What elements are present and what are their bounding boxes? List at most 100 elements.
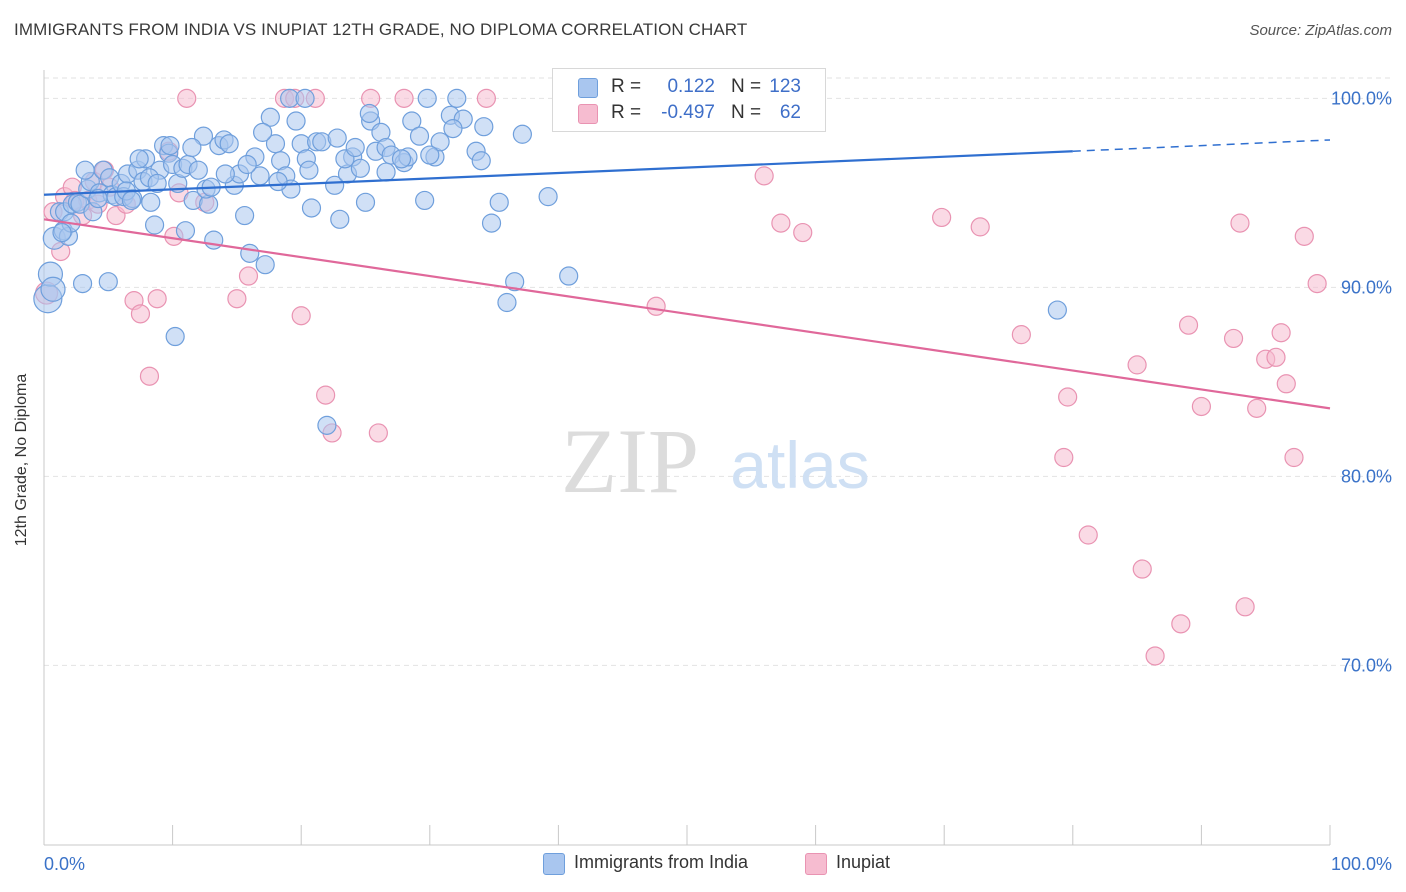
legend-row-india: R = 0.122 N = 123 bbox=[553, 75, 825, 101]
india-point bbox=[182, 137, 202, 158]
india-point bbox=[497, 292, 517, 313]
india-trend-line bbox=[43, 150, 1073, 196]
inupiat-point bbox=[368, 423, 388, 443]
india-point bbox=[474, 117, 494, 137]
inupiat-point bbox=[1078, 525, 1098, 545]
india-point bbox=[188, 160, 208, 180]
x-tick-label: 0.0% bbox=[44, 854, 85, 874]
india-point bbox=[1047, 300, 1067, 320]
india-point bbox=[240, 243, 260, 263]
correlation-legend: R = 0.122 N = 123 R = -0.497 N = 62 bbox=[552, 68, 826, 132]
legend-row-inupiat: R = -0.497 N = 62 bbox=[553, 101, 825, 127]
inupiat-point bbox=[771, 213, 791, 233]
inupiat-point bbox=[1235, 597, 1255, 617]
inupiat-point bbox=[1191, 396, 1212, 417]
india-point bbox=[505, 272, 525, 292]
india-point bbox=[88, 188, 108, 209]
india-point bbox=[327, 128, 347, 148]
inupiat-point bbox=[130, 304, 151, 324]
inupiat-point bbox=[1178, 315, 1199, 335]
india-point bbox=[409, 126, 430, 146]
india-point bbox=[538, 187, 558, 207]
inupiat-point bbox=[177, 88, 197, 108]
inupiat-point bbox=[932, 207, 952, 228]
india-point bbox=[165, 326, 185, 347]
india-points bbox=[33, 88, 1067, 435]
india-point bbox=[286, 111, 306, 131]
inupiat-point bbox=[1276, 374, 1296, 394]
india-point bbox=[301, 198, 322, 218]
inupiat-point bbox=[1058, 387, 1078, 407]
inupiat-point bbox=[1145, 646, 1165, 666]
inupiat-point bbox=[291, 306, 311, 326]
watermark-zip: ZIP bbox=[561, 410, 699, 512]
inupiat-point bbox=[1266, 347, 1286, 367]
y-tick-label: 90.0% bbox=[1341, 277, 1392, 297]
inupiat-point bbox=[1127, 355, 1147, 375]
inupiat-point bbox=[476, 88, 496, 108]
india-point bbox=[471, 151, 491, 171]
inupiat-trend-line bbox=[43, 218, 1331, 410]
source-credit: Source: ZipAtlas.com bbox=[1249, 22, 1392, 39]
india-point bbox=[215, 164, 235, 184]
inupiat-point bbox=[1132, 559, 1152, 579]
india-point bbox=[391, 149, 412, 169]
india-point bbox=[147, 173, 167, 194]
inupiat-point bbox=[1294, 226, 1314, 246]
inupiat-point bbox=[1284, 447, 1304, 468]
india-point bbox=[175, 221, 196, 241]
legend-r-value: 0.122 bbox=[667, 76, 715, 97]
india-point bbox=[160, 136, 180, 156]
inupiat-point bbox=[754, 166, 774, 186]
india-point bbox=[98, 272, 118, 292]
india-point bbox=[481, 213, 502, 233]
series-swatch-inupiat bbox=[805, 853, 827, 875]
india-point bbox=[52, 222, 72, 243]
india-point bbox=[355, 192, 376, 212]
india-point bbox=[376, 162, 396, 182]
legend-swatch-india bbox=[578, 78, 598, 98]
watermark: ZIP atlas bbox=[561, 410, 870, 512]
india-point bbox=[237, 154, 257, 175]
india-point bbox=[72, 273, 93, 294]
india-point bbox=[325, 175, 345, 195]
chart-title: IMMIGRANTS FROM INDIA VS INUPIAT 12TH GR… bbox=[14, 20, 748, 39]
india-point bbox=[219, 134, 239, 154]
y-tick-label: 70.0% bbox=[1341, 655, 1392, 675]
inupiat-point bbox=[139, 366, 160, 386]
y-tick-label: 100.0% bbox=[1331, 88, 1392, 108]
inupiat-point bbox=[1307, 273, 1327, 294]
inupiat-point bbox=[238, 266, 259, 286]
india-point bbox=[402, 111, 422, 131]
inupiat-point bbox=[316, 385, 336, 405]
india-point bbox=[417, 88, 437, 108]
series-swatch-india bbox=[543, 853, 565, 875]
india-trend-extension bbox=[1072, 139, 1331, 153]
inupiat-point bbox=[394, 88, 414, 108]
axes bbox=[43, 70, 1331, 846]
india-point bbox=[359, 103, 379, 124]
inupiat-point bbox=[1230, 213, 1250, 233]
india-point bbox=[268, 171, 288, 192]
india-point bbox=[317, 415, 337, 435]
tick-labels: 70.0% 80.0% 90.0% 100.0% 0.0% 100.0% bbox=[44, 88, 1392, 874]
india-point bbox=[345, 137, 365, 158]
series-legend: Immigrants from India Inupiat bbox=[0, 852, 1406, 878]
trend-lines bbox=[43, 139, 1331, 410]
india-point bbox=[512, 124, 532, 144]
india-point bbox=[253, 122, 273, 142]
inupiat-point bbox=[1247, 398, 1267, 418]
inupiat-point bbox=[1011, 325, 1031, 345]
inupiat-point bbox=[1223, 328, 1244, 349]
legend-swatch-inupiat bbox=[578, 104, 598, 124]
india-point bbox=[299, 160, 319, 180]
india-point bbox=[330, 209, 350, 229]
inupiat-point bbox=[1171, 614, 1191, 634]
inupiat-point bbox=[227, 289, 247, 309]
india-point bbox=[75, 160, 95, 180]
india-point bbox=[447, 88, 467, 108]
inupiat-point bbox=[1054, 447, 1074, 468]
inupiat-point bbox=[793, 222, 813, 243]
watermark-atlas: atlas bbox=[730, 428, 869, 502]
